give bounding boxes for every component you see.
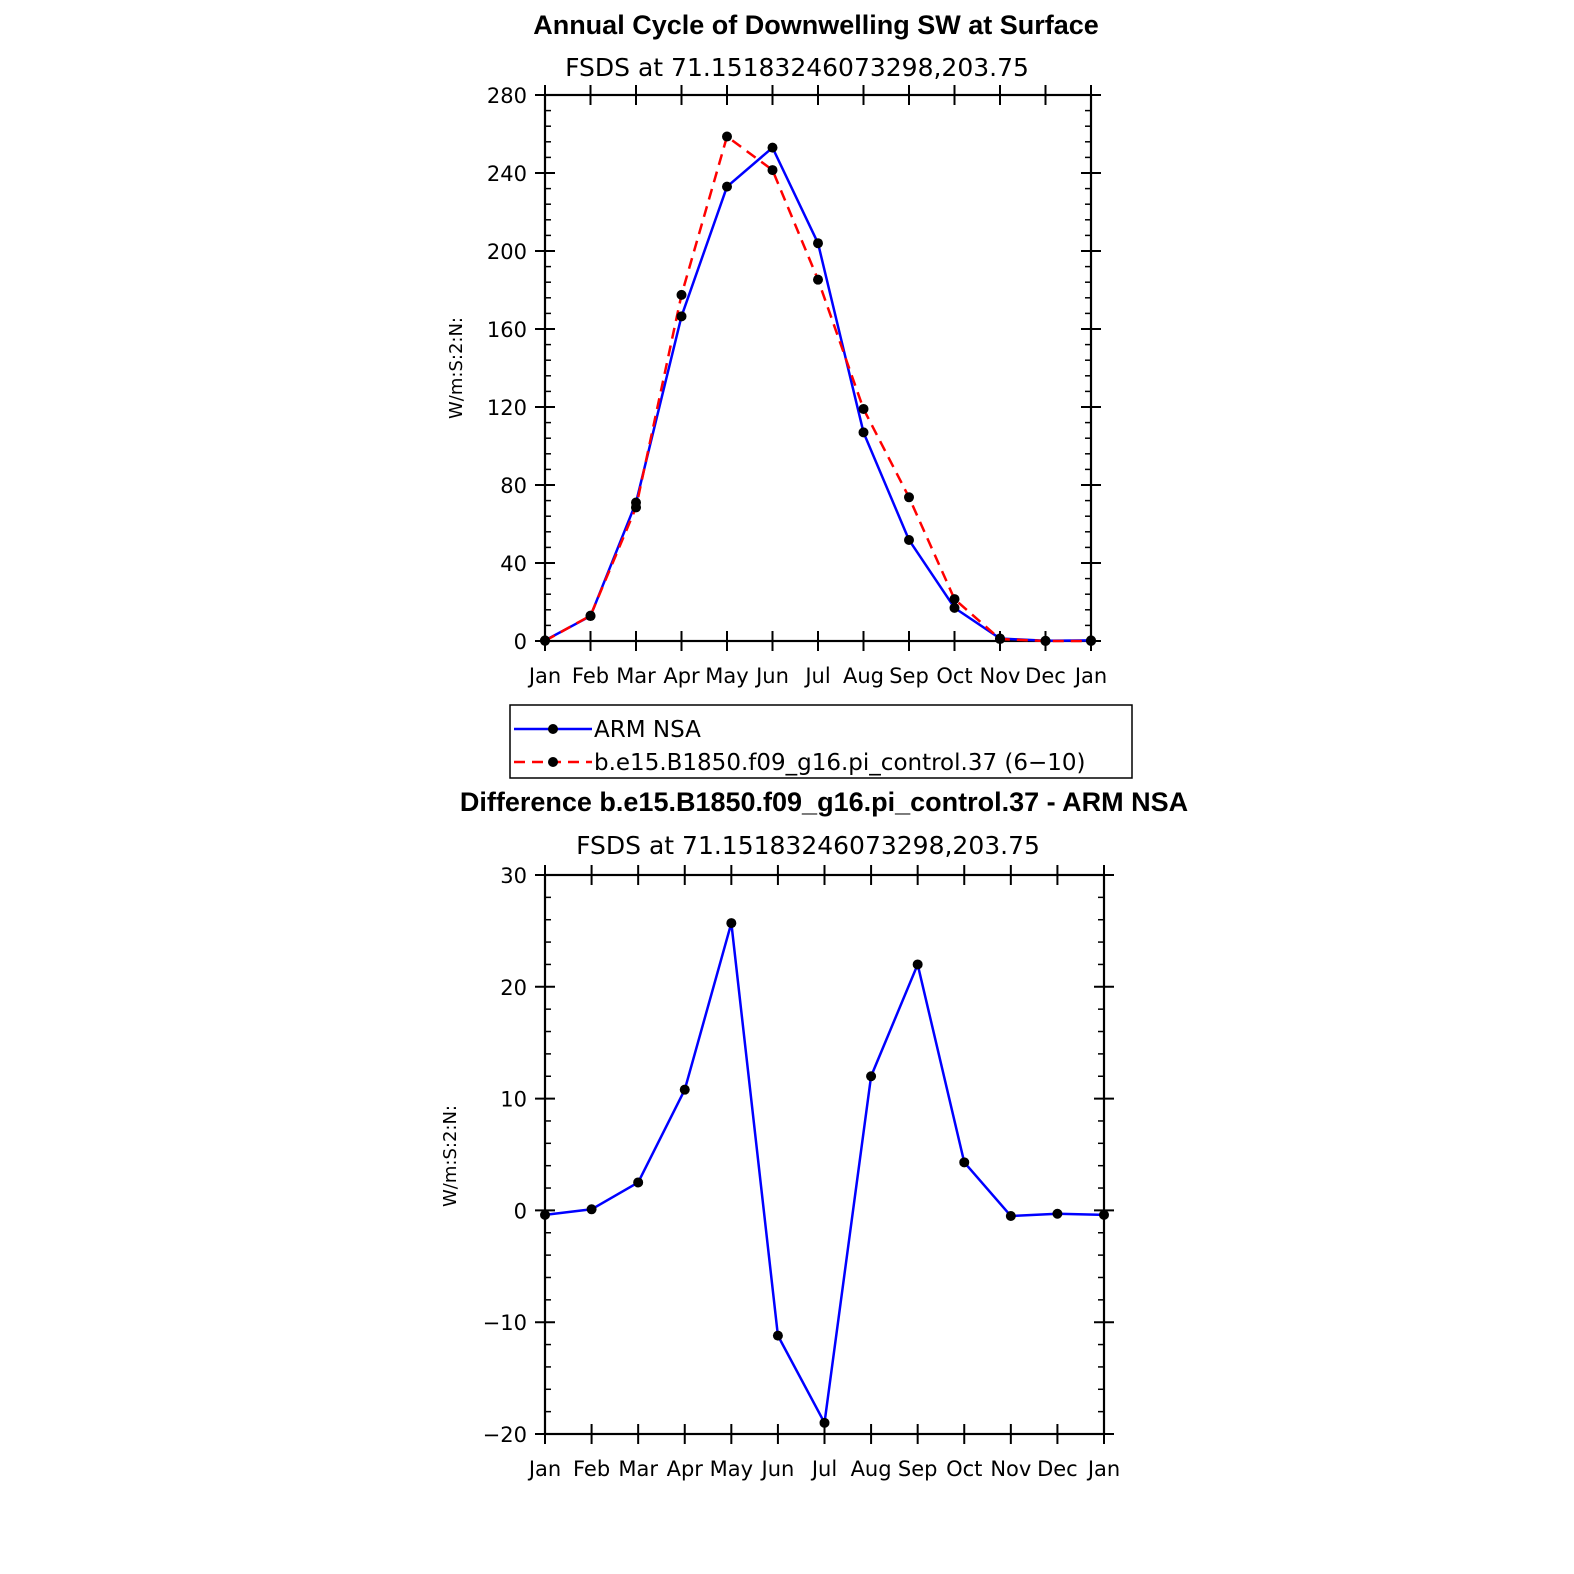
- top-chart-series-1-point: [858, 403, 869, 414]
- bottom-chart-x-tick-label: Mar: [618, 1457, 658, 1481]
- bottom-chart-y-tick-label: 0: [514, 1199, 527, 1223]
- top-chart-series-0-point: [904, 534, 914, 545]
- bottom-plot-area: Jan Feb Mar Apr May Jun Jul Aug Sep Oct Nov Dec Jan−…: [483, 864, 1121, 1481]
- top-chart-x-tick-label: Dec: [1025, 664, 1066, 688]
- bottom-chart-series-0-point: [726, 918, 737, 929]
- bottom-chart-y-tick-label: −10: [483, 1311, 527, 1335]
- top-chart-x-tick-label: Feb: [572, 664, 609, 688]
- top-chart-x-tick-label: Jan: [1073, 664, 1107, 688]
- bottom-chart-series-0-point: [912, 959, 923, 970]
- bottom-chart-y-tick-label: 30: [500, 864, 527, 888]
- top-chart-series-1-point: [995, 634, 1005, 645]
- legend-marker-arm-nsa: [548, 724, 558, 734]
- bottom-chart-x-tick-label: Jun: [760, 1457, 795, 1481]
- bottom-chart-y-tick-label: 10: [500, 1088, 527, 1112]
- bottom-chart-series-0-line: [544, 921, 1105, 1425]
- bottom-chart-x-tick-label: Aug: [851, 1457, 892, 1481]
- bottom-chart-series-0-point: [540, 1209, 550, 1220]
- bottom-chart-frame: [543, 873, 1106, 1436]
- top-chart-series-0-point: [813, 238, 823, 249]
- top-chart-x-tick-label: Jun: [754, 664, 789, 688]
- top-chart-series-1-point: [540, 635, 550, 646]
- top-chart-series-1-point: [949, 594, 960, 605]
- bottom-chart-y-tick-label: 20: [500, 976, 527, 1000]
- bottom-chart-x-tick-label: Apr: [667, 1457, 704, 1481]
- bottom-chart-series-0-point: [633, 1177, 644, 1188]
- top-chart-y-tick-label: 160: [487, 318, 527, 342]
- bottom-chart-series-0-point: [866, 1071, 877, 1082]
- bottom-chart-x-tick-label: May: [710, 1457, 753, 1481]
- bottom-chart-x-tick-label: Jan: [527, 1457, 561, 1481]
- top-chart-series-0-point: [676, 311, 687, 322]
- top-chart-x-tick-label: Jul: [803, 664, 830, 688]
- top-chart-series-0-point: [858, 427, 869, 438]
- top-plot-area: Jan Feb Mar Apr May Jun Jul Aug Sep Oct Nov Dec Jan0…: [487, 84, 1107, 688]
- top-chart-x-tick-label: Mar: [616, 664, 656, 688]
- bottom-chart-y-axis-label: W/m:S:2:N:: [440, 1105, 461, 1207]
- legend-label-model: b.e15.B1850.f09_g16.pi_control.37 (6−10): [594, 750, 1086, 776]
- top-chart-x-tick-label: Nov: [980, 664, 1021, 688]
- top-chart-title: Annual Cycle of Downwelling SW at Surfac…: [533, 10, 1099, 40]
- legend-label-arm-nsa: ARM NSA: [594, 717, 701, 743]
- top-chart-y-tick-label: 200: [487, 240, 527, 264]
- top-chart-series-1-point: [585, 610, 596, 621]
- bottom-chart-x-tick-label: Dec: [1037, 1457, 1078, 1481]
- bottom-chart-title: Difference b.e15.B1850.f09_g16.pi_contro…: [460, 787, 1188, 817]
- top-chart-series-1-point: [904, 492, 914, 503]
- top-chart-series-1-point: [813, 274, 823, 285]
- bottom-chart-series-0-point: [679, 1084, 690, 1095]
- top-chart-subtitle: FSDS at 71.15183246073298,203.75: [565, 53, 1029, 82]
- top-chart-series-0-point: [767, 142, 778, 153]
- bottom-chart-x-tick-label: Feb: [573, 1457, 610, 1481]
- top-chart-frame: [543, 93, 1093, 643]
- top-chart-series-0-line: [544, 146, 1092, 643]
- top-chart-y-tick-label: 0: [514, 630, 527, 654]
- bottom-chart-series-0-point: [586, 1204, 597, 1215]
- bottom-chart-y-tick-label: −20: [483, 1423, 527, 1447]
- bottom-chart-series-0-point: [1052, 1208, 1063, 1219]
- bottom-chart-x-tick-label: Oct: [946, 1457, 982, 1481]
- bottom-chart-x-tick-label: Nov: [990, 1457, 1031, 1481]
- bottom-chart-x-tick-label: Jul: [810, 1457, 837, 1481]
- top-chart-series-0-point: [722, 181, 732, 192]
- top-chart-x-tick-label: Jan: [527, 664, 561, 688]
- top-chart-series-1-point: [767, 165, 778, 176]
- bottom-chart-x-tick-label: Sep: [898, 1457, 938, 1481]
- bottom-chart-subtitle: FSDS at 71.15183246073298,203.75: [576, 831, 1040, 860]
- bottom-chart-series-0-point: [772, 1330, 783, 1341]
- top-chart-x-tick-label: Oct: [936, 664, 972, 688]
- legend-box: [509, 704, 1133, 779]
- top-chart-x-tick-label: Sep: [889, 664, 929, 688]
- top-chart-series-1-point: [722, 131, 732, 142]
- top-chart-x-tick-label: Aug: [843, 664, 884, 688]
- top-chart-y-axis-label: W/m:S:2:N:: [446, 317, 467, 419]
- top-chart-series-0-point: [949, 602, 960, 613]
- top-chart-series-1-point: [676, 289, 687, 300]
- top-chart-y-tick-label: 120: [487, 396, 527, 420]
- top-chart-series-1-line: [544, 135, 1091, 643]
- bottom-chart-x-tick-label: Jan: [1086, 1457, 1120, 1481]
- top-chart-y-tick-label: 80: [500, 474, 527, 498]
- top-chart-series-1-point: [631, 502, 641, 513]
- legend: ARM NSA b.e15.B1850.f09_g16.pi_control.3…: [509, 704, 1133, 779]
- bottom-chart-series-0-point: [1005, 1210, 1016, 1221]
- top-chart-x-tick-label: Apr: [663, 664, 700, 688]
- legend-marker-model: [548, 757, 558, 767]
- top-chart-y-tick-label: 240: [487, 162, 527, 186]
- top-chart-x-tick-label: May: [705, 664, 748, 688]
- top-chart-series-1-point: [1086, 636, 1096, 646]
- top-chart-y-tick-label: 40: [500, 552, 527, 576]
- top-chart-y-tick-label: 280: [487, 84, 527, 108]
- bottom-chart-series-0-point: [1099, 1209, 1109, 1220]
- bottom-chart-series-0-point: [959, 1157, 970, 1168]
- top-chart-series-1-point: [1040, 636, 1051, 646]
- bottom-chart-series-0-point: [819, 1417, 830, 1428]
